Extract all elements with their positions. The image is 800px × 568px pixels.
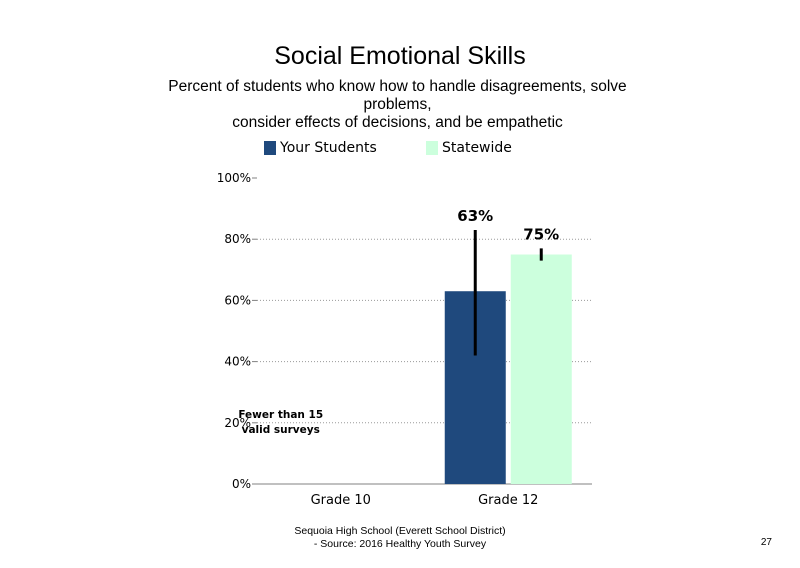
x-tick-label-1: Grade 10 [311, 493, 371, 508]
legend-label-statewide: Statewide [442, 140, 512, 156]
x-tick-label-2: Grade 12 [478, 493, 538, 508]
y-tick-label-0: 0% [232, 477, 251, 491]
legend-label-your-students: Your Students [280, 140, 377, 156]
footer: Sequoia High School (Everett School Dist… [250, 525, 550, 551]
y-tick-label-80: 80% [224, 232, 251, 246]
legend-item-your-students: Your Students [264, 140, 377, 156]
chart-subtitle: Percent of students who know how to hand… [145, 78, 650, 132]
subtitle-line-2: problems, [363, 96, 432, 113]
footer-school: Sequoia High School (Everett School Dist… [294, 525, 506, 537]
subtitle-line-3: consider effects of decisions, and be em… [232, 114, 563, 131]
y-tick-label-20: 20% [224, 416, 251, 430]
annotation-line-1: Fewer than 15 [238, 409, 323, 421]
data-label-2: 75% [523, 225, 559, 243]
annotation-line-2: valid surveys [242, 424, 320, 436]
subtitle-line-1: Percent of students who know how to hand… [168, 78, 627, 95]
bar-series2-cat2 [510, 254, 572, 484]
chart-title: Social Emotional Skills [274, 42, 526, 70]
y-tick-label-60: 60% [224, 293, 251, 307]
legend: Your Students Statewide [0, 140, 800, 158]
data-label-1: 63% [457, 207, 493, 225]
legend-item-statewide: Statewide [426, 140, 512, 156]
y-tick-label-100: 100% [217, 171, 251, 185]
y-tick-label-40: 40% [224, 355, 251, 369]
page-number: 27 [760, 537, 772, 548]
legend-swatch-your-students [264, 141, 276, 155]
legend-swatch-statewide [426, 141, 438, 155]
footer-source: - Source: 2016 Healthy Youth Survey [313, 538, 487, 550]
